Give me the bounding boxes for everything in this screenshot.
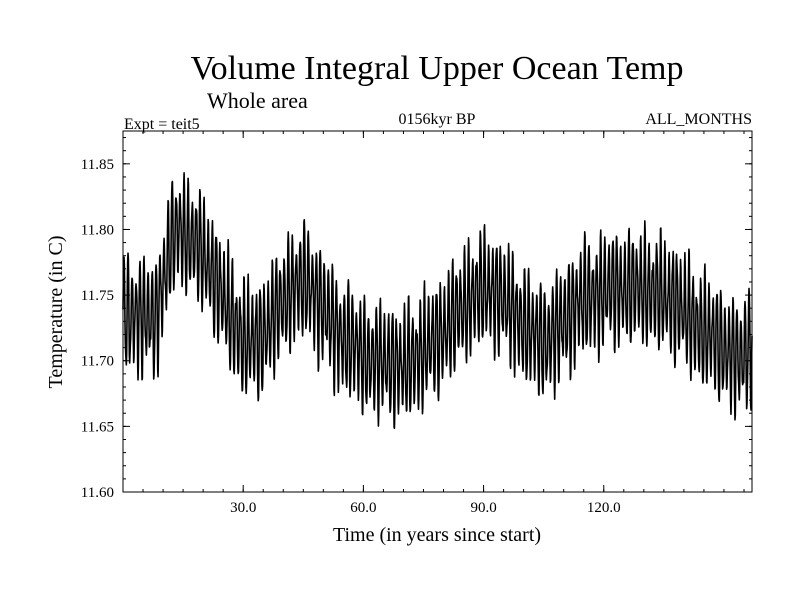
plot-frame <box>122 130 753 493</box>
plot-area <box>122 130 753 493</box>
x-tick-label: 60.0 <box>350 500 376 516</box>
x-tick-label: 90.0 <box>470 500 496 516</box>
y-axis-label: Temperature (in C) <box>45 236 67 389</box>
y-tick-label: 11.70 <box>81 354 114 370</box>
y-tick-label: 11.60 <box>81 485 114 501</box>
series-line <box>122 172 753 430</box>
x-tick-label: 120.0 <box>587 500 621 516</box>
y-tick-label: 11.65 <box>81 419 114 435</box>
expt-label: Expt = teit5 <box>124 116 200 133</box>
series-layer <box>122 172 753 430</box>
x-tick-label: 30.0 <box>230 500 256 516</box>
period-label: 0156kyr BP <box>399 111 476 128</box>
y-tick-label: 11.80 <box>81 222 114 238</box>
x-tick-labels: 30.0 60.0 90.0 120.0 <box>230 500 621 516</box>
chart-title: Volume Integral Upper Ocean Temp <box>191 50 684 87</box>
months-label: ALL_MONTHS <box>645 111 752 128</box>
x-axis-label: Time (in years since start) <box>333 524 541 546</box>
y-tick-label: 11.85 <box>81 157 114 173</box>
y-tick-label: 11.75 <box>81 288 114 304</box>
y-tick-labels: 11.60 11.65 11.70 11.75 11.80 11.85 <box>81 157 114 501</box>
chart-subtitle: Whole area <box>207 88 308 113</box>
